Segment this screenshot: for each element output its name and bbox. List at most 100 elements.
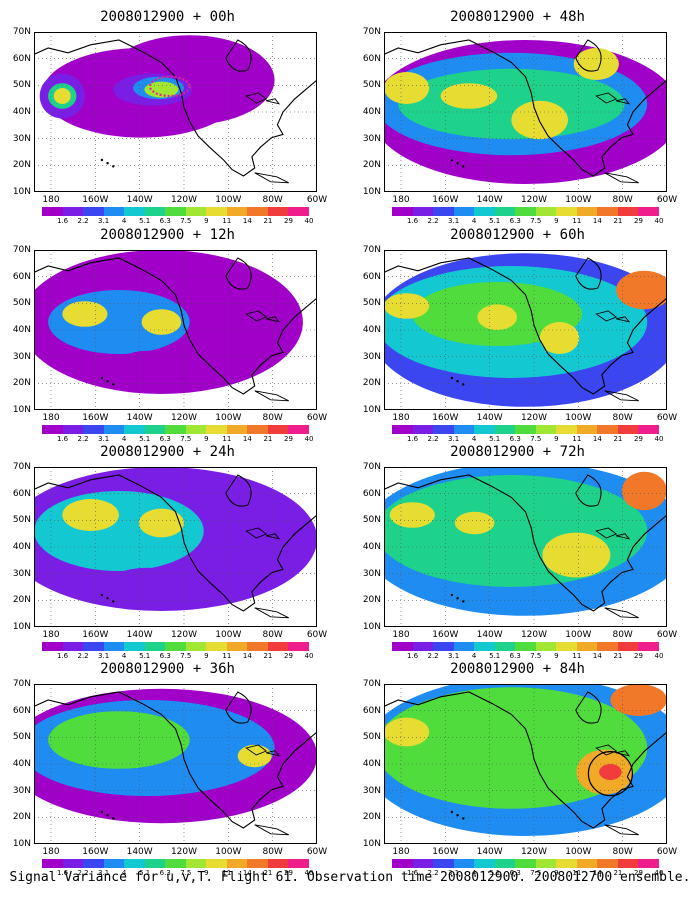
map-gridlines <box>34 250 317 410</box>
latitude-label: 60N <box>362 53 381 64</box>
colorbar-label: 1.6 <box>56 435 69 443</box>
colorbar-label: 40 <box>654 869 664 877</box>
hawaii-islands-marker <box>456 380 459 383</box>
colorbar-label: 6.3 <box>509 217 521 225</box>
hawaii-islands-marker <box>456 597 459 600</box>
colorbar-label: 6.3 <box>509 652 521 660</box>
longitude-label: 160W <box>432 195 459 205</box>
colorbar-swatch <box>392 425 413 434</box>
colorbar-swatch <box>617 207 639 216</box>
colorbar-label: 9 <box>554 869 559 877</box>
colorbar-swatch <box>638 642 659 651</box>
hawaii-islands-marker <box>462 817 465 820</box>
latitude-label: 50N <box>362 515 381 526</box>
colorbar-swatch <box>535 207 557 216</box>
variance-field-map <box>34 250 317 410</box>
longitude-label: 160W <box>432 413 459 423</box>
colorbar <box>42 425 309 434</box>
hawaii-islands-marker <box>450 810 454 814</box>
map-panel: 2008012900 + 72h 70N 60N 50N 40N 30N 20N 10N 180… <box>350 443 685 665</box>
colorbar-label: 21 <box>613 435 623 443</box>
latitude-label: 30N <box>362 133 381 144</box>
colorbar-swatch <box>83 425 104 434</box>
colorbar-label: 21 <box>613 217 623 225</box>
variance-contour-region <box>384 717 430 747</box>
colorbar-swatch <box>267 642 289 651</box>
latitude-label: 60N <box>12 53 31 64</box>
panel-title: 2008012900 + 72h <box>450 444 585 460</box>
colorbar-swatch <box>185 642 207 651</box>
colorbar-label: 29 <box>633 869 643 877</box>
latitude-label: 10N <box>12 405 31 415</box>
colorbar-swatch <box>165 425 186 434</box>
map-gridlines <box>384 467 667 627</box>
colorbar-label: 29 <box>283 869 293 877</box>
longitude-label: 100W <box>215 630 242 640</box>
variance-contour-region <box>113 350 182 390</box>
colorbar-swatch <box>412 859 434 868</box>
colorbar-swatch <box>617 859 639 868</box>
hudson-bay-outline <box>225 474 252 507</box>
great-lakes-outline <box>245 92 281 105</box>
colorbar-label: 21 <box>613 869 623 877</box>
map-frame <box>34 684 317 844</box>
colorbar-swatch <box>515 207 536 216</box>
colorbar-label: 2.2 <box>77 869 89 877</box>
colorbar-swatch <box>597 425 618 434</box>
variance-contour-region <box>104 567 190 607</box>
longitude-label: 140W <box>476 847 503 857</box>
variance-contour-region <box>573 48 619 80</box>
longitude-label: 60W <box>306 630 328 640</box>
latitude-label: 30N <box>12 133 31 144</box>
hawaii-islands-marker <box>112 600 115 603</box>
variance-contour-region <box>62 499 119 531</box>
colorbar-label: 4 <box>121 652 127 660</box>
colorbar-swatch <box>226 642 248 651</box>
longitude-label: 140W <box>476 195 503 205</box>
latitude-label: 60N <box>362 488 381 499</box>
variance-contour-region <box>48 711 190 769</box>
colorbar-swatch <box>206 425 227 434</box>
colorbar-label: 40 <box>304 435 314 443</box>
colorbar-swatch <box>453 425 475 434</box>
longitude-label: 140W <box>126 847 153 857</box>
hawaii-islands-marker <box>106 814 109 817</box>
colorbar-label: 40 <box>304 217 314 225</box>
colorbar-label: 11 <box>222 652 232 660</box>
colorbar-label: 14 <box>592 652 602 660</box>
longitude-label: 80W <box>612 413 633 423</box>
colorbar-swatch <box>103 859 125 868</box>
longitude-label: 100W <box>215 413 242 423</box>
colorbar-label: 14 <box>592 217 602 225</box>
colorbar-label: 29 <box>283 652 293 660</box>
longitude-label: 180 <box>42 630 60 640</box>
panel-title: 2008012900 + 12h <box>100 227 235 243</box>
variance-field-map <box>384 250 667 410</box>
colorbar-label: 21 <box>263 869 273 877</box>
longitude-label: 60W <box>306 413 328 423</box>
colorbar-swatch <box>638 207 659 216</box>
colorbar-swatch <box>42 207 63 216</box>
hudson-bay-outline <box>225 257 252 290</box>
colorbar-label: 3.1 <box>448 652 460 660</box>
variance-field-map <box>384 467 667 627</box>
colorbar-swatch <box>124 425 145 434</box>
colorbar-label: 5.1 <box>489 217 501 225</box>
longitude-label: 140W <box>476 413 503 423</box>
longitude-label: 180 <box>42 847 60 857</box>
longitude-label: 180 <box>392 847 410 857</box>
colorbar-label: 14 <box>592 869 602 877</box>
variance-contour-region <box>384 72 430 104</box>
colorbar-swatch <box>412 425 434 434</box>
colorbar-swatch <box>185 859 207 868</box>
latitude-label: 60N <box>12 271 31 282</box>
longitude-label: 80W <box>262 847 283 857</box>
panel-title: 2008012900 + 24h <box>100 444 235 460</box>
colorbar-label: 14 <box>242 217 252 225</box>
hudson-bay-outline <box>575 474 602 507</box>
variance-contours <box>34 250 303 394</box>
colorbar-label: 9 <box>204 217 209 225</box>
colorbar-swatch <box>433 642 454 651</box>
longitude-label: 100W <box>565 413 592 423</box>
latitude-label: 20N <box>12 595 31 606</box>
